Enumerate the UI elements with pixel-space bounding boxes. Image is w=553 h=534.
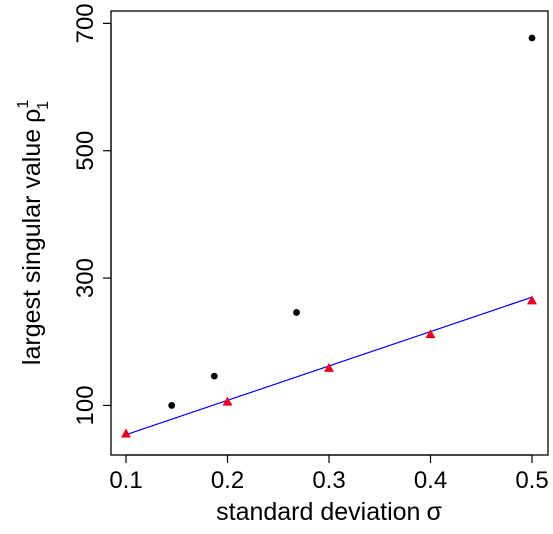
points-layer [121,34,537,438]
x-tick-label: 0.3 [312,467,345,494]
data-point-triangle [527,295,537,305]
data-point-circle [293,309,300,316]
x-tick-label: 0.1 [109,467,142,494]
y-axis-rho-symbol: ρ [18,109,46,123]
y-axis-label-subscript: 1 [35,101,52,110]
y-tick-label: 100 [72,385,99,425]
data-point-circle [210,372,218,380]
data-point-circle [528,34,536,42]
plot-frame [110,10,549,456]
y-tick-label: 700 [72,3,99,43]
data-point-triangle [222,396,233,406]
y-tick-label: 300 [72,258,99,298]
x-axis-label: standard deviation σ [216,498,442,526]
x-tick-label: 0.2 [211,467,244,494]
y-axis-label-text: largest singular value [18,129,46,365]
x-axis-sigma-symbol: σ [426,498,442,526]
y-tick-label: 500 [72,131,99,171]
data-point-triangle [425,329,436,339]
x-axis: 0.1 0.2 0.3 0.4 0.5 [109,454,549,494]
x-axis-label-text: standard deviation [216,498,420,526]
data-point-triangle [324,362,334,372]
data-point-circle [168,402,176,409]
data-point-triangle [121,428,131,438]
y-axis-label-superscript: 1 [15,100,32,109]
x-tick-label: 0.4 [414,467,447,494]
x-tick-label: 0.5 [515,467,548,494]
y-axis-label: largest singular value ρ1 1 [15,100,52,365]
y-axis: 100 300 500 700 [72,3,112,425]
